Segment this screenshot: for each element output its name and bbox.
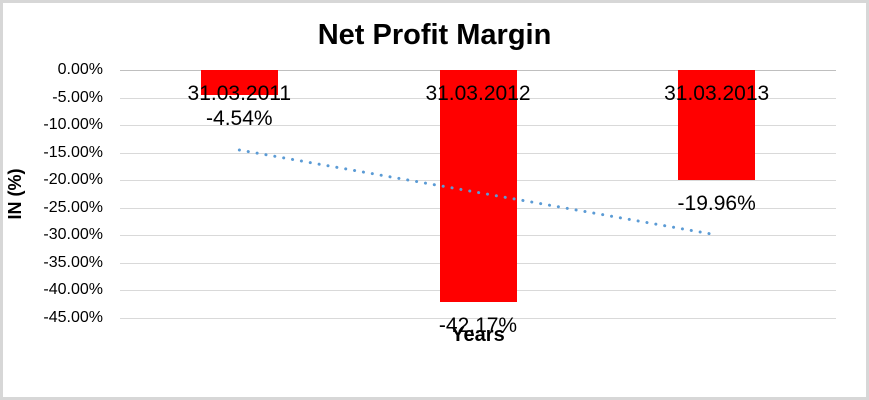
x-axis-title: Years [451,324,505,346]
y-axis-tick-label: -10.00% [43,116,103,134]
data-label: -42.17% [438,314,518,338]
y-axis-tick-label: -40.00% [43,281,103,299]
data-label: -4.54% [206,107,273,131]
y-axis-tick-label: -15.00% [43,143,103,161]
y-axis-tick-label: -30.00% [43,226,103,244]
category-label: 31.03.2013 [664,82,770,105]
y-axis-tick-label: -5.00% [52,88,103,106]
data-label: -19.96% [677,192,756,215]
y-axis-tick-label: 0.00% [57,61,103,78]
chart-title: Net Profit Margin [317,19,552,51]
category-label: 31.03.2011 [187,82,292,105]
bar-31.03.2011 [200,70,278,96]
y-axis-tick-label: -45.00% [43,309,103,326]
category-label: 31.03.2012 [425,82,531,105]
y-axis-tick-label: -35.00% [43,253,103,271]
y-axis-title: IN (%) [5,168,25,220]
y-axis-tick-label: -20.00% [43,171,103,189]
gridline [120,318,836,319]
y-axis-tick-label: -25.00% [43,198,103,216]
